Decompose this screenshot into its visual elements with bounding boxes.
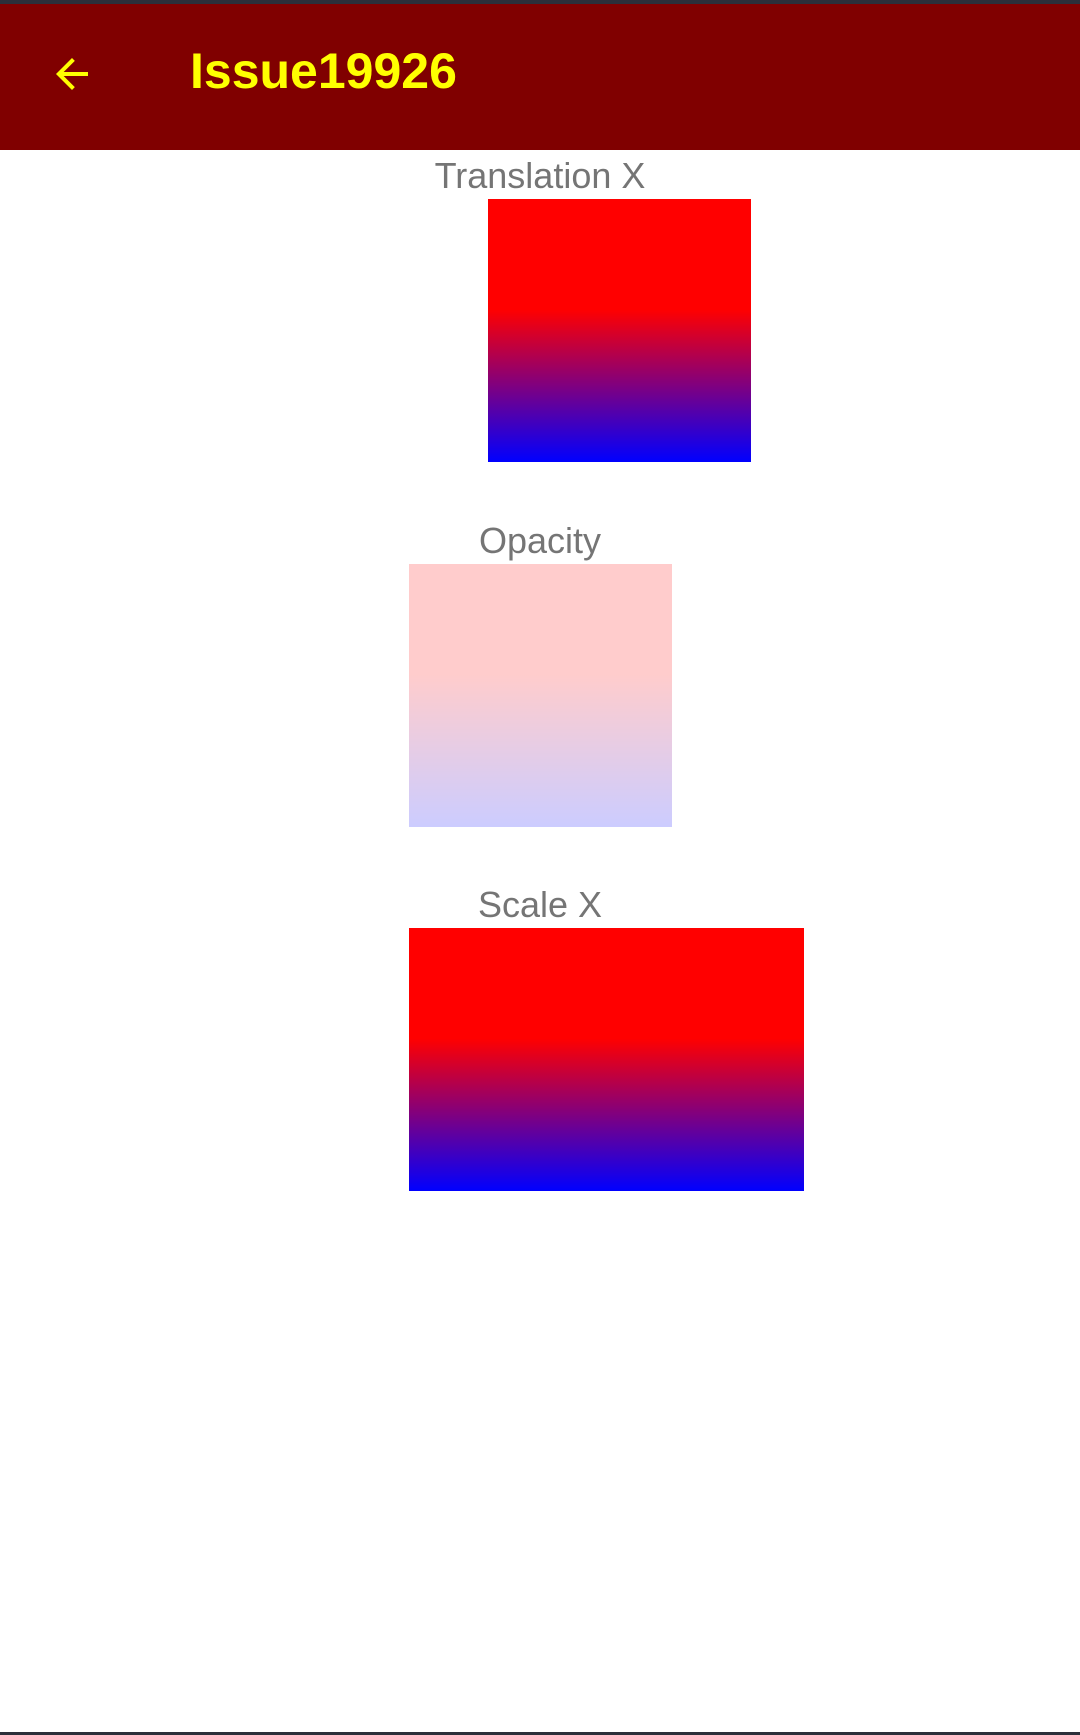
- opacity-label: Opacity: [478, 520, 602, 561]
- translation-x-gradient-box: [488, 199, 751, 462]
- bottom-divider: [0, 1732, 1080, 1735]
- arrow-left-icon: [56, 58, 88, 90]
- back-button[interactable]: [30, 32, 114, 116]
- toolbar: Issue19926: [0, 4, 1080, 150]
- scale-x-label: Scale X: [477, 884, 603, 925]
- status-bar-strip: [0, 0, 1080, 4]
- translation-x-label: Translation X: [434, 155, 646, 196]
- opacity-gradient-box: [409, 564, 672, 827]
- page-title: Issue19926: [190, 43, 457, 99]
- scale-x-gradient-box: [409, 928, 804, 1191]
